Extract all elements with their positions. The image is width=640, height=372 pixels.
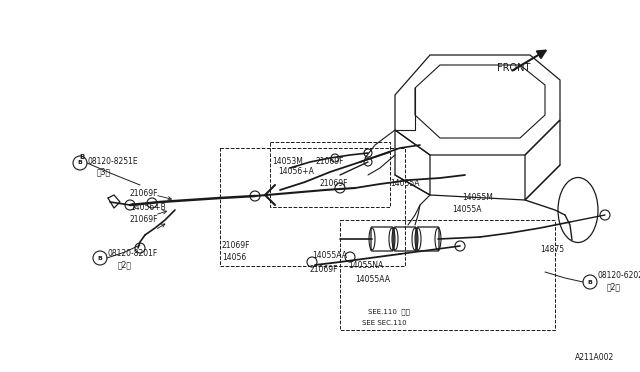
Text: 14055M: 14055M bbox=[462, 192, 493, 202]
Text: 14056+A: 14056+A bbox=[278, 167, 314, 176]
Text: 〈2〉: 〈2〉 bbox=[118, 260, 132, 269]
Text: 14053M: 14053M bbox=[272, 157, 303, 167]
Text: 21069F: 21069F bbox=[130, 189, 159, 198]
Text: B: B bbox=[77, 160, 83, 166]
Text: 〈2〉: 〈2〉 bbox=[607, 282, 621, 292]
Text: 08120-8201F: 08120-8201F bbox=[108, 248, 158, 257]
Text: FRONT: FRONT bbox=[497, 63, 531, 73]
Text: B: B bbox=[97, 256, 102, 260]
Text: 14055NA: 14055NA bbox=[348, 260, 383, 269]
Text: 14875: 14875 bbox=[540, 246, 564, 254]
Text: 21069F: 21069F bbox=[315, 157, 344, 167]
Bar bbox=[220, 148, 405, 266]
Text: SEE.110  参照: SEE.110 参照 bbox=[368, 309, 410, 315]
Text: 14056+B: 14056+B bbox=[130, 202, 166, 212]
Text: 14056: 14056 bbox=[222, 253, 246, 263]
Text: 08120-6202B: 08120-6202B bbox=[597, 270, 640, 279]
Bar bbox=[270, 142, 390, 207]
Text: 21069F: 21069F bbox=[320, 179, 349, 187]
Text: 14055A: 14055A bbox=[452, 205, 481, 215]
Text: A211A002: A211A002 bbox=[575, 353, 614, 362]
Bar bbox=[340, 220, 555, 330]
Text: 21069F: 21069F bbox=[130, 215, 159, 224]
Text: SEE SEC.110: SEE SEC.110 bbox=[362, 320, 406, 326]
Text: 21069F: 21069F bbox=[310, 266, 339, 275]
Text: B: B bbox=[79, 154, 84, 160]
Text: 14055AA: 14055AA bbox=[312, 250, 347, 260]
Text: B: B bbox=[588, 279, 593, 285]
Text: 14055AA: 14055AA bbox=[355, 276, 390, 285]
Text: 08120-8251E: 08120-8251E bbox=[87, 157, 138, 166]
Text: 14055A: 14055A bbox=[390, 179, 419, 187]
Text: 21069F: 21069F bbox=[222, 241, 250, 250]
Text: （3）: （3） bbox=[97, 167, 111, 176]
